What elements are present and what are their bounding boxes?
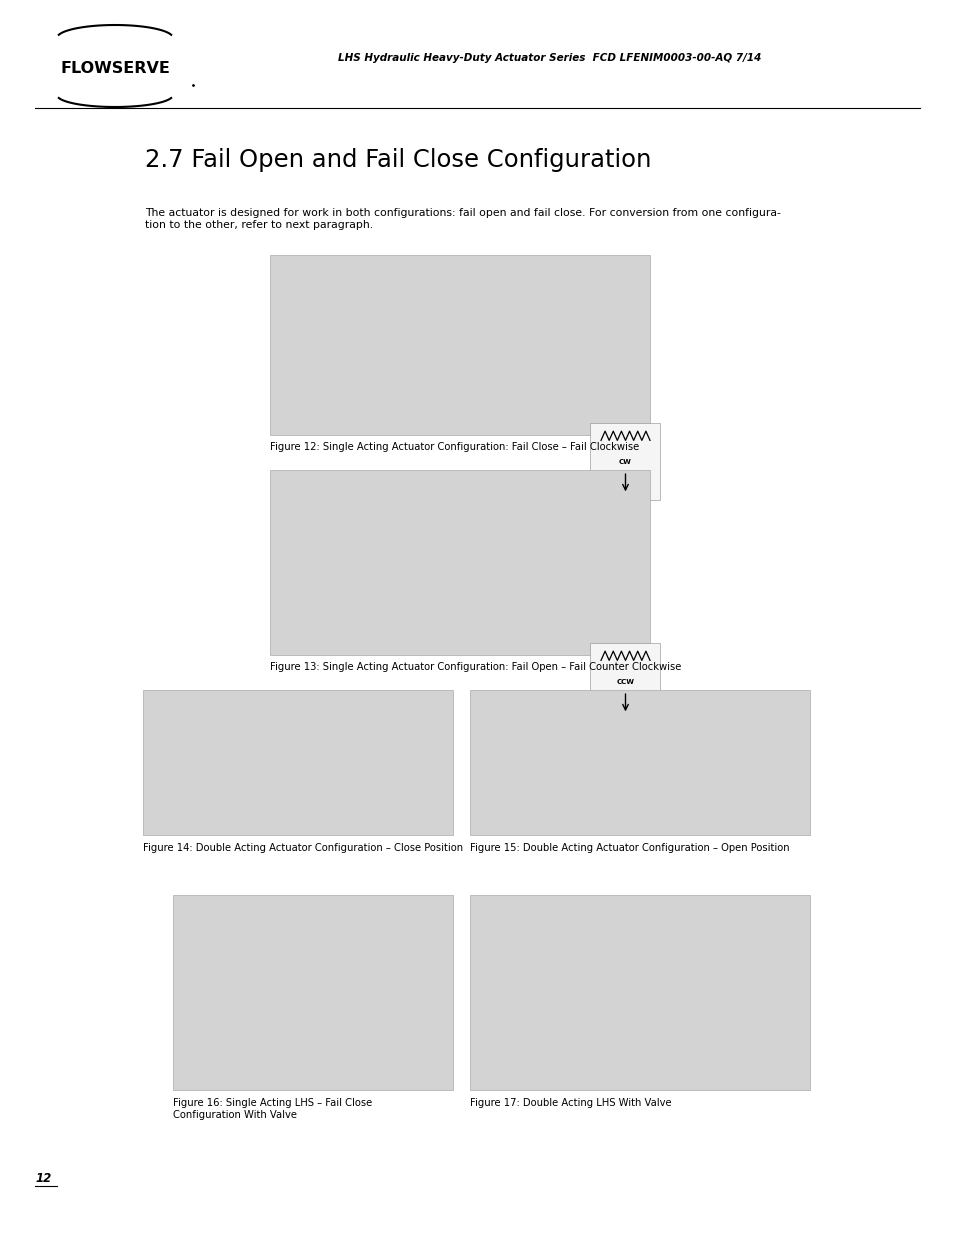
Bar	[172, 895, 453, 1091]
Text: 12: 12	[35, 1172, 51, 1184]
Text: CW: CW	[618, 459, 631, 464]
Bar	[590, 424, 659, 500]
Bar	[270, 471, 649, 655]
Text: The actuator is designed for work in both configurations: fail open and fail clo: The actuator is designed for work in bot…	[145, 207, 781, 230]
Bar	[470, 895, 809, 1091]
Text: 2.7 Fail Open and Fail Close Configuration: 2.7 Fail Open and Fail Close Configurati…	[145, 148, 651, 172]
Text: Figure 12: Single Acting Actuator Configuration: Fail Close – Fail Clockwise: Figure 12: Single Acting Actuator Config…	[270, 442, 639, 452]
Text: Figure 17: Double Acting LHS With Valve: Figure 17: Double Acting LHS With Valve	[470, 1098, 671, 1108]
Bar	[590, 643, 659, 720]
Bar	[470, 690, 809, 835]
Text: LHS Hydraulic Heavy-Duty Actuator Series  FCD LFENIM0003-00-AQ 7/14: LHS Hydraulic Heavy-Duty Actuator Series…	[338, 53, 760, 63]
Text: Figure 13: Single Acting Actuator Configuration: Fail Open – Fail Counter Clockw: Figure 13: Single Acting Actuator Config…	[270, 662, 680, 672]
Text: CCW: CCW	[616, 679, 634, 685]
Text: Figure 14: Double Acting Actuator Configuration – Close Position: Figure 14: Double Acting Actuator Config…	[143, 844, 462, 853]
Text: FLOWSERVE: FLOWSERVE	[60, 61, 170, 75]
Text: Figure 16: Single Acting LHS – Fail Close
Configuration With Valve: Figure 16: Single Acting LHS – Fail Clos…	[172, 1098, 372, 1120]
Bar	[143, 690, 453, 835]
Text: Figure 15: Double Acting Actuator Configuration – Open Position: Figure 15: Double Acting Actuator Config…	[470, 844, 789, 853]
Bar	[270, 254, 649, 435]
